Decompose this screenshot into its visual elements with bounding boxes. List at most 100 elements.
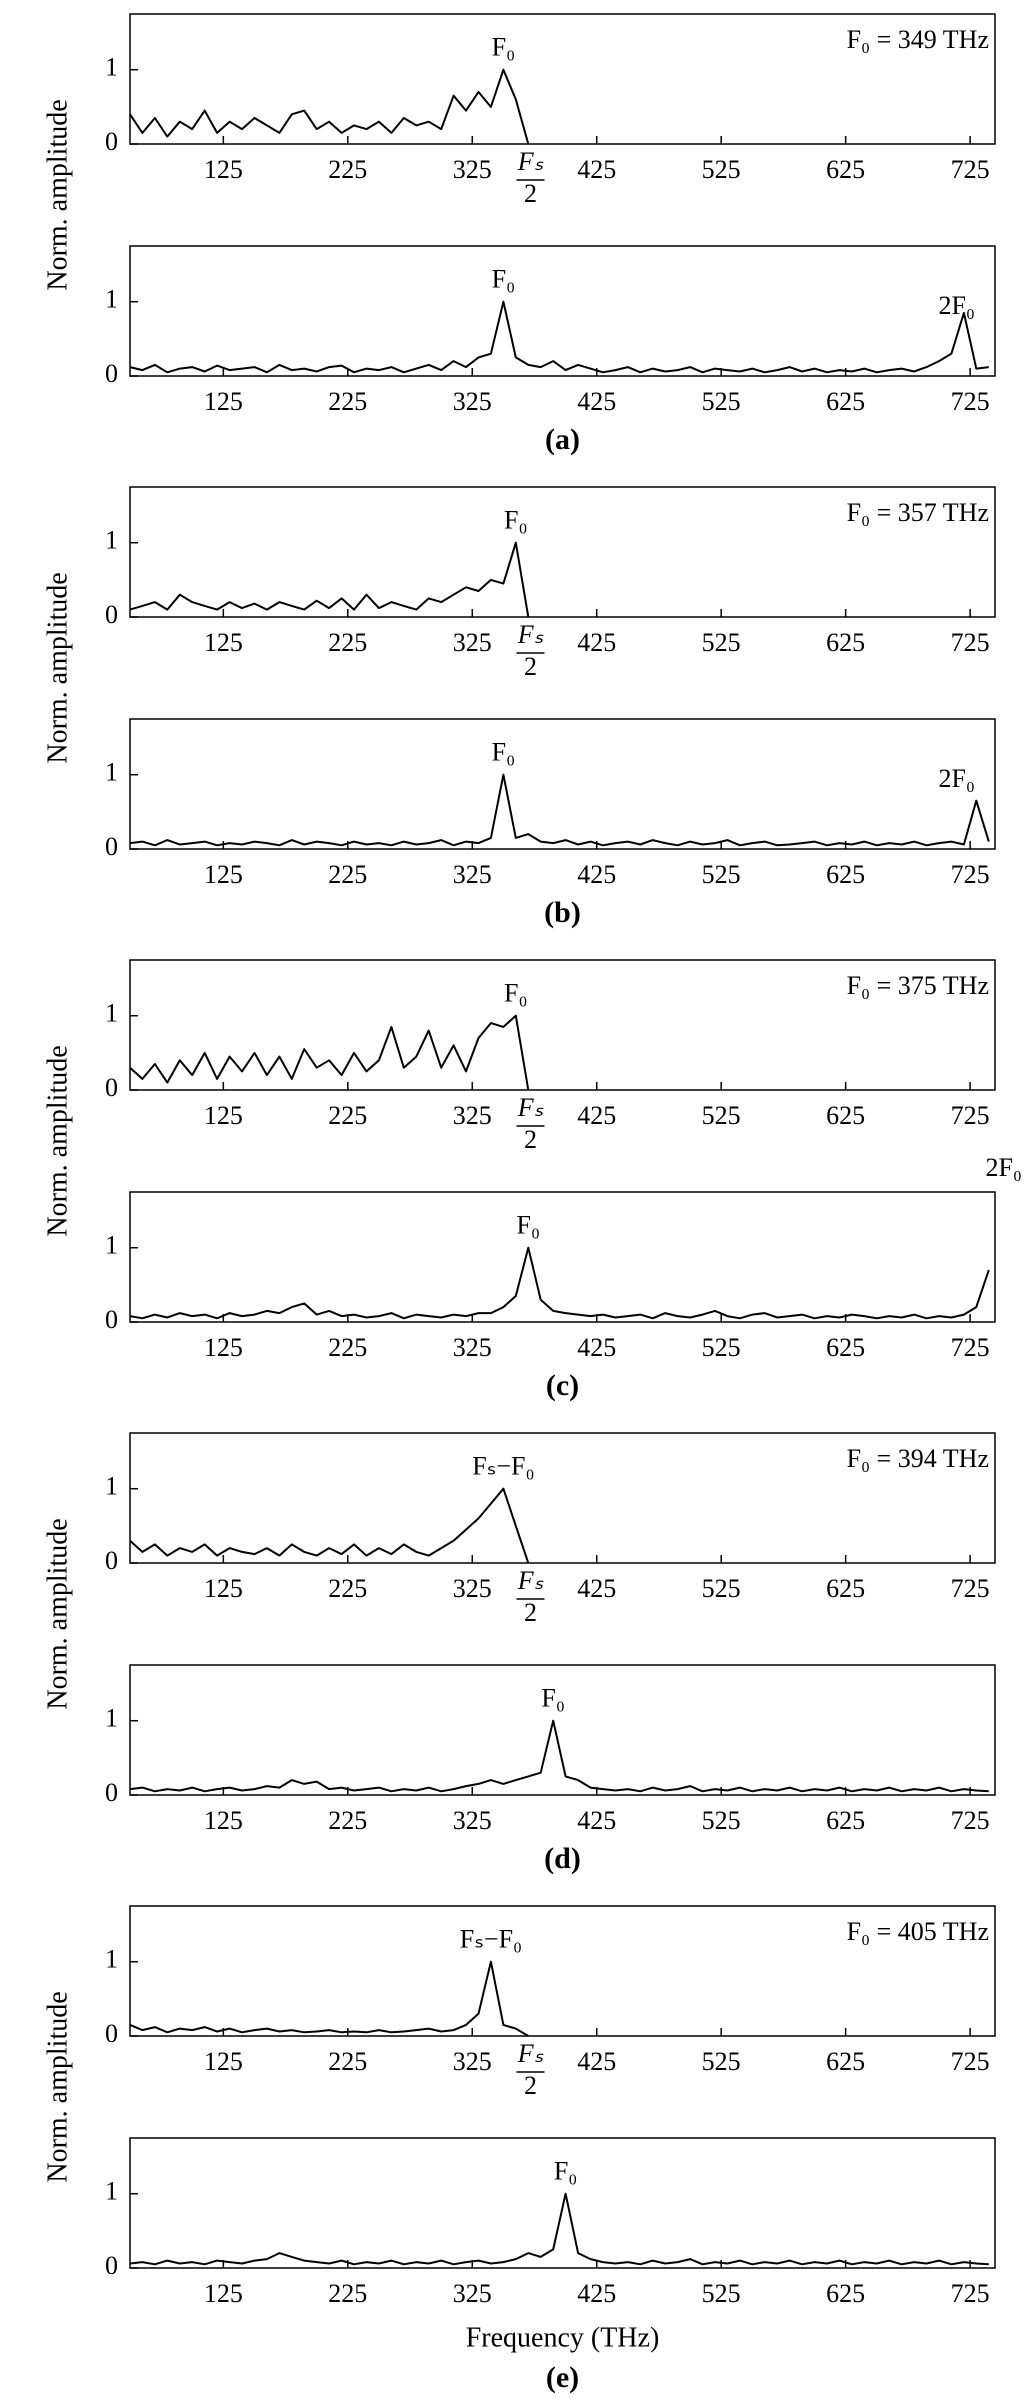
- peak-label: 2F₀: [985, 1153, 1022, 1182]
- x-tick-label: 525: [702, 1806, 741, 1835]
- x-tick-label: 425: [577, 2047, 616, 2076]
- plot-frame: [129, 13, 996, 145]
- x-tick-label: 725: [951, 387, 990, 416]
- fs-numerator: Fₛ: [517, 1093, 544, 1122]
- x-tick-label: 225: [328, 628, 367, 657]
- x-tick-label: 425: [577, 387, 616, 416]
- fs-denominator: 2: [524, 652, 537, 681]
- y-tick-label: 0: [105, 1546, 118, 1575]
- x-tick-label: 525: [702, 1101, 741, 1130]
- x-tick-label: 125: [204, 2279, 243, 2308]
- x-tick-label: 425: [577, 2279, 616, 2308]
- x-tick-label: 225: [328, 1574, 367, 1603]
- y-tick-label: 0: [105, 127, 118, 156]
- x-tick-label: 325: [453, 1101, 492, 1130]
- x-tick-label: 625: [826, 1574, 865, 1603]
- x-tick-label: 125: [204, 1101, 243, 1130]
- plot-frame: [129, 486, 996, 618]
- x-tick-label: 125: [204, 155, 243, 184]
- peak-label: F₀: [541, 1684, 565, 1713]
- x-tick-label: 325: [453, 1806, 492, 1835]
- x-tick-label: 425: [577, 628, 616, 657]
- x-tick-label: 725: [951, 860, 990, 889]
- y-axis-label: Norm. amplitude: [42, 1991, 73, 2182]
- plot-frame: [129, 1432, 996, 1564]
- frequency-note: F₀ = 349 THz: [847, 25, 989, 54]
- x-tick-label: 525: [702, 628, 741, 657]
- y-tick-label: 0: [105, 1073, 118, 1102]
- x-tick-label: 325: [453, 387, 492, 416]
- x-tick-label: 325: [453, 2047, 492, 2076]
- x-tick-label: 625: [826, 2279, 865, 2308]
- frequency-note: F₀ = 405 THz: [847, 1917, 989, 1946]
- x-tick-label: 125: [204, 2047, 243, 2076]
- x-tick-label: 325: [453, 2279, 492, 2308]
- y-tick-label: 1: [105, 2177, 118, 2206]
- peak-label: Fₛ−F₀: [460, 1925, 522, 1954]
- y-tick-label: 0: [105, 1305, 118, 1334]
- plot-frame: [129, 1905, 996, 2037]
- spectrum-line: [129, 773, 990, 847]
- peak-label: Fₛ−F₀: [472, 1452, 534, 1481]
- y-tick-label: 1: [105, 526, 118, 555]
- x-tick-label: 425: [577, 1806, 616, 1835]
- x-tick-label: 125: [204, 387, 243, 416]
- x-tick-label: 725: [951, 1806, 990, 1835]
- fs-denominator: 2: [524, 2071, 537, 2100]
- y-axis-label: Norm. amplitude: [42, 1518, 73, 1709]
- panel-caption: (b): [544, 896, 581, 929]
- frequency-note: F₀ = 394 THz: [847, 1444, 989, 1473]
- plot-frame: [129, 1191, 996, 1323]
- x-tick-label: 525: [702, 155, 741, 184]
- x-tick-label: 325: [453, 1333, 492, 1362]
- frequency-note: F₀ = 375 THz: [847, 971, 989, 1000]
- y-tick-label: 0: [105, 1778, 118, 1807]
- x-tick-label: 725: [951, 2047, 990, 2076]
- y-tick-label: 0: [105, 2019, 118, 2048]
- fs-numerator: Fₛ: [517, 2039, 544, 2068]
- x-tick-label: 225: [328, 860, 367, 889]
- spectrum-line: [129, 300, 989, 374]
- fs-denominator: 2: [524, 1125, 537, 1154]
- x-tick-label: 425: [577, 1101, 616, 1130]
- fs-numerator: Fₛ: [517, 147, 544, 176]
- x-tick-label: 225: [328, 1806, 367, 1835]
- x-tick-label: 525: [702, 1574, 741, 1603]
- peak-label: F₀: [492, 33, 516, 62]
- x-tick-label: 625: [826, 860, 865, 889]
- x-tick-label: 125: [204, 1806, 243, 1835]
- x-axis-label: Frequency (THz): [466, 2322, 660, 2353]
- x-tick-label: 425: [577, 1333, 616, 1362]
- plot-frame: [129, 1664, 996, 1796]
- x-tick-label: 625: [826, 1806, 865, 1835]
- panel-caption: (d): [544, 1842, 581, 1875]
- x-tick-label: 725: [951, 1574, 990, 1603]
- x-tick-label: 125: [204, 1574, 243, 1603]
- x-tick-label: 525: [702, 2047, 741, 2076]
- peak-label: F₀: [504, 979, 528, 1008]
- x-tick-label: 225: [328, 2279, 367, 2308]
- peak-label: F₀: [492, 738, 516, 767]
- spectrum-line: [129, 2192, 989, 2266]
- x-tick-label: 325: [453, 860, 492, 889]
- x-tick-label: 425: [577, 860, 616, 889]
- y-tick-label: 1: [105, 758, 118, 787]
- x-tick-label: 525: [702, 387, 741, 416]
- x-tick-label: 525: [702, 860, 741, 889]
- x-tick-label: 625: [826, 155, 865, 184]
- peak-label: 2F₀: [938, 291, 975, 320]
- x-tick-label: 125: [204, 1333, 243, 1362]
- x-tick-label: 425: [577, 155, 616, 184]
- y-tick-label: 1: [105, 285, 118, 314]
- plot-frame: [129, 959, 996, 1091]
- peak-label: F₀: [504, 506, 528, 535]
- y-tick-label: 1: [105, 1231, 118, 1260]
- x-tick-label: 725: [951, 1333, 990, 1362]
- frequency-note: F₀ = 357 THz: [847, 498, 989, 527]
- x-tick-label: 425: [577, 1574, 616, 1603]
- x-tick-label: 225: [328, 387, 367, 416]
- x-tick-label: 525: [702, 1333, 741, 1362]
- x-tick-label: 225: [328, 1101, 367, 1130]
- y-axis-label: Norm. amplitude: [42, 99, 73, 290]
